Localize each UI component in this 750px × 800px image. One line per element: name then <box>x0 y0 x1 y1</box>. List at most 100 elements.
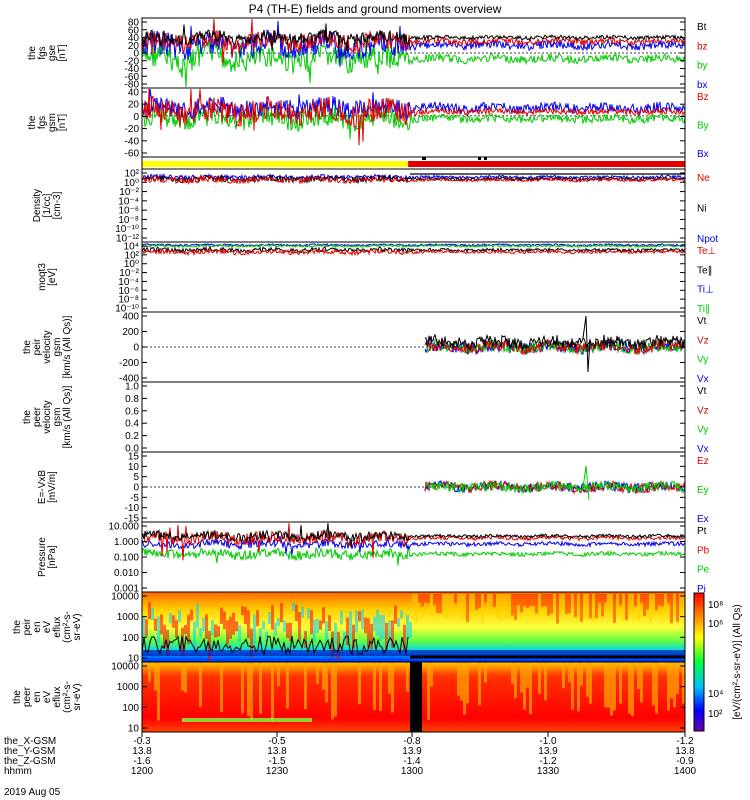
spectrogram-cell <box>550 594 553 614</box>
spectrogram-cell <box>235 621 238 632</box>
y-tick-label: -60 <box>125 149 140 160</box>
y-axis-label: en <box>32 621 43 632</box>
spectrogram-cell <box>622 594 625 622</box>
spectrogram-cell <box>313 619 316 642</box>
spectrogram-cell <box>415 594 418 622</box>
spectrogram-cell <box>298 612 301 641</box>
spectrogram-cell <box>595 594 598 619</box>
spectrogram-cell <box>256 610 259 627</box>
spectrogram-cell <box>400 610 403 619</box>
spectrogram-cell <box>532 594 535 607</box>
spectrogram-cell <box>508 594 511 619</box>
y-axis-label: moqt3 <box>37 263 48 291</box>
spectrogram-cell <box>445 594 448 618</box>
mode-bar-marker <box>478 157 481 160</box>
x-tick-label: 1230 <box>266 766 289 777</box>
spectrogram-cell <box>340 610 343 625</box>
y-axis-label: [cm-3] <box>52 191 63 219</box>
spectrogram-cell <box>640 594 643 603</box>
spectrogram-cell <box>544 594 547 607</box>
legend-entry-bx: Bx <box>697 149 709 160</box>
spectrogram-cell <box>220 607 223 624</box>
spectrogram-cell <box>676 594 679 622</box>
spectrogram-cell <box>142 616 145 642</box>
spectrogram-cell <box>598 594 601 603</box>
spectrogram-cell <box>145 619 148 637</box>
y-tick-label: 10 <box>128 724 140 735</box>
x-axis-row-label: hhmm <box>4 766 32 777</box>
spectrogram-cell <box>316 618 319 633</box>
spectrogram-cell <box>655 662 658 714</box>
legend-entry-pi: Pi <box>697 584 706 595</box>
spectrogram-cell <box>682 662 685 704</box>
spectrogram-cell <box>154 662 157 691</box>
y-tick-label: 40 <box>128 88 140 99</box>
y-axis-label: sr-eV) <box>72 683 83 710</box>
spectrogram-cell <box>331 631 334 658</box>
spectrogram-cell <box>571 594 574 606</box>
colorbar-tick-label: 10⁴ <box>708 689 723 700</box>
spectrogram-cell <box>589 594 592 619</box>
spectrogram-cell <box>280 602 283 623</box>
spectrogram-cell <box>160 614 163 635</box>
y-axis-label: peir <box>22 618 33 635</box>
spectrogram-cell <box>631 594 634 605</box>
spectrogram-cell <box>670 662 673 699</box>
y-tick-label: -20 <box>125 124 140 135</box>
y-axis-label: the <box>12 620 23 634</box>
y-axis-label: eV <box>42 691 53 704</box>
x-tick-label: -1.4 <box>403 756 421 767</box>
legend-entry-vy: Vy <box>697 355 708 366</box>
spectrogram-cell <box>364 617 367 634</box>
spectrogram-cell <box>424 594 427 603</box>
spectrogram-cell <box>499 594 502 621</box>
legend-entry-bt: Bt <box>697 22 707 33</box>
colorbar-label: [eV/(cm²-s-sr-eV)] (All Qs) <box>732 604 743 720</box>
x-tick-label: 1300 <box>401 766 424 777</box>
spectrogram-cell <box>199 662 202 708</box>
spectrogram-cell <box>205 614 208 639</box>
spectrogram-cell <box>154 618 157 631</box>
series-line-red <box>141 175 686 186</box>
spectrogram-cell <box>658 594 661 606</box>
series-line-red <box>141 247 686 257</box>
legend-entry-vx: Vx <box>697 374 709 385</box>
spectrogram-cell <box>544 662 547 701</box>
y-axis-label: [nPa] <box>47 545 58 569</box>
spectrogram-cell <box>613 594 616 623</box>
spectrogram-cell <box>217 626 220 637</box>
spectrogram-cell <box>325 662 328 703</box>
spectrogram-cell <box>511 594 514 616</box>
spectrogram-cell <box>277 617 280 627</box>
spectrogram-cell <box>337 631 340 660</box>
spectrogram-cell <box>394 605 397 624</box>
spectrogram-cell <box>172 615 175 628</box>
y-tick-label: 0.0 <box>125 444 139 455</box>
spectrogram-cell <box>331 662 334 720</box>
y-axis-label: the <box>27 115 38 129</box>
series-line-green <box>141 34 686 88</box>
spectrogram-cell <box>277 662 280 686</box>
spectrogram-cell <box>322 662 325 690</box>
legend-entry-vt: Vt <box>697 316 707 327</box>
spectrogram-cell <box>577 594 580 620</box>
y-tick-label: 10⁻¹² <box>116 234 140 245</box>
spectrogram-cell <box>601 594 604 617</box>
spectrogram-cell <box>673 594 676 612</box>
y-axis-label: peir <box>32 338 43 355</box>
legend-entry-te⊥: Te⊥ <box>697 246 716 257</box>
spectrogram-cell <box>271 662 274 722</box>
spectrogram-cell <box>241 662 244 714</box>
spectrogram-cell <box>199 628 202 638</box>
spectrogram-cell <box>478 594 481 609</box>
legend-entry-vz: Vz <box>697 405 709 416</box>
y-axis-label: Pressure <box>37 537 48 577</box>
colorbar-tick-label: 10⁸ <box>708 600 723 611</box>
legend-entry-pb: Pb <box>697 545 710 556</box>
spectrogram-cell <box>388 662 391 694</box>
spectrogram-cell <box>481 594 484 623</box>
spectrogram-cell <box>157 662 160 721</box>
series-line-black <box>141 23 686 52</box>
spectrogram-cell <box>460 662 463 701</box>
